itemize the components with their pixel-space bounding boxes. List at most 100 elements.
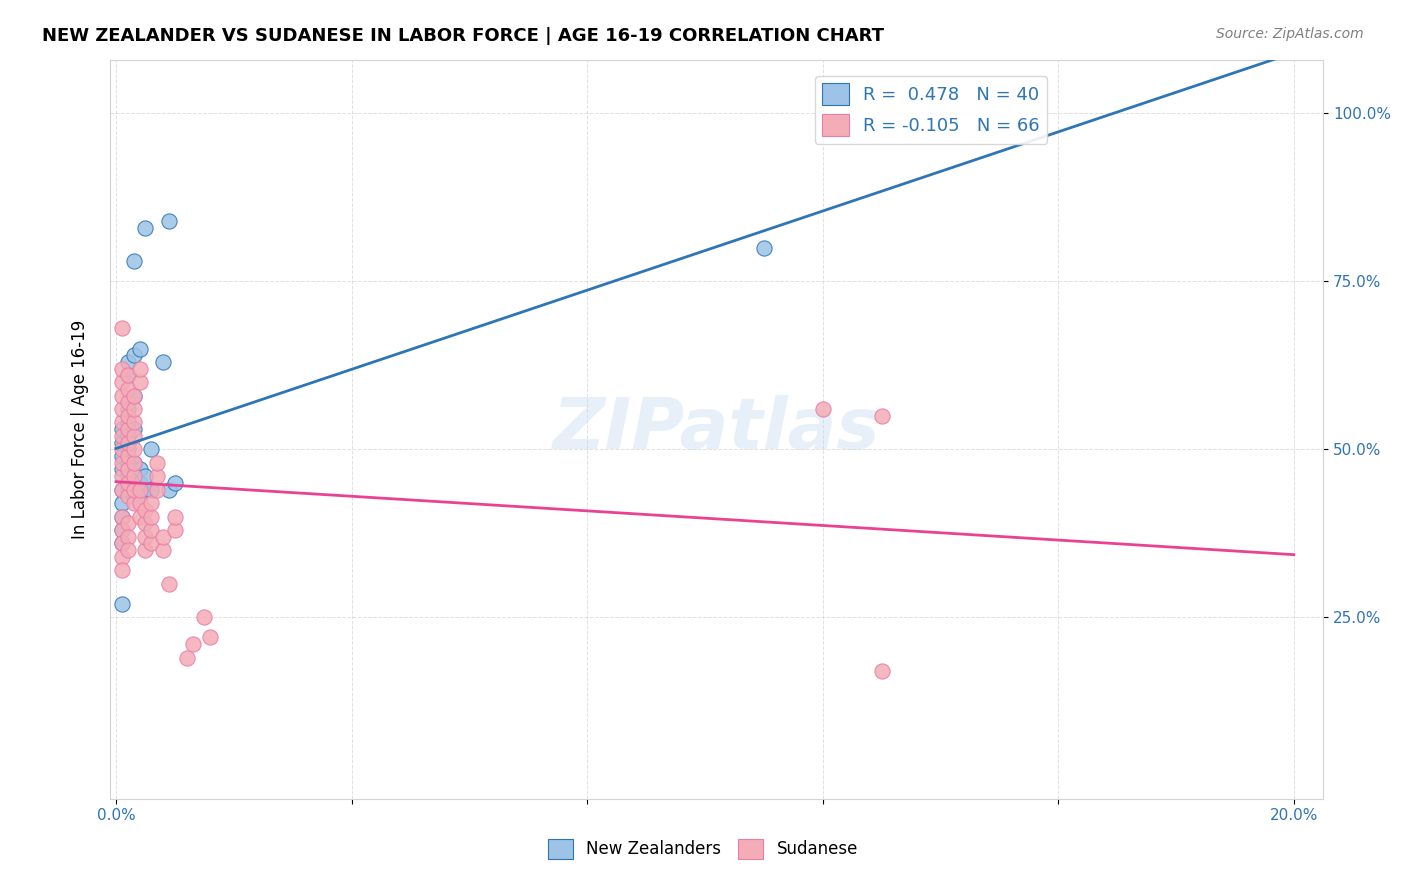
Point <box>111 456 134 470</box>
Point <box>122 469 145 483</box>
Y-axis label: In Labor Force | Age 16-19: In Labor Force | Age 16-19 <box>72 319 89 539</box>
Point <box>117 456 139 470</box>
Point <box>128 483 150 497</box>
Point <box>117 469 139 483</box>
Point <box>122 402 145 417</box>
Point <box>146 483 169 497</box>
Point <box>122 456 145 470</box>
Point <box>117 409 139 423</box>
Point <box>111 416 134 430</box>
Point <box>198 631 221 645</box>
Point <box>752 241 775 255</box>
Point <box>111 509 134 524</box>
Point <box>152 543 174 558</box>
Point <box>141 496 163 510</box>
Point <box>111 429 134 443</box>
Point <box>128 361 150 376</box>
Point <box>111 549 134 564</box>
Point <box>157 576 180 591</box>
Point <box>122 483 145 497</box>
Point <box>134 543 156 558</box>
Point <box>111 388 134 402</box>
Point <box>193 610 215 624</box>
Point <box>134 516 156 531</box>
Point <box>117 530 139 544</box>
Point <box>141 509 163 524</box>
Point <box>134 483 156 497</box>
Point <box>111 462 134 476</box>
Point <box>128 375 150 389</box>
Point <box>122 469 145 483</box>
Point <box>111 321 134 335</box>
Point <box>181 637 204 651</box>
Point <box>111 597 134 611</box>
Point <box>152 355 174 369</box>
Point <box>870 409 893 423</box>
Legend: R =  0.478   N = 40, R = -0.105   N = 66: R = 0.478 N = 40, R = -0.105 N = 66 <box>814 76 1047 144</box>
Point <box>117 422 139 436</box>
Point <box>117 489 139 503</box>
Point <box>111 536 134 550</box>
Point <box>111 483 134 497</box>
Point <box>117 462 139 476</box>
Point <box>117 355 139 369</box>
Point <box>117 382 139 396</box>
Point <box>128 475 150 490</box>
Point <box>134 220 156 235</box>
Point <box>111 402 134 417</box>
Point <box>141 523 163 537</box>
Point <box>111 509 134 524</box>
Point <box>146 456 169 470</box>
Point <box>163 509 186 524</box>
Point <box>122 456 145 470</box>
Point <box>122 416 145 430</box>
Point <box>122 442 145 457</box>
Point <box>111 375 134 389</box>
Point <box>111 442 134 457</box>
Point <box>111 523 134 537</box>
Point <box>157 214 180 228</box>
Point <box>117 442 139 457</box>
Point <box>117 416 139 430</box>
Point <box>128 509 150 524</box>
Point <box>134 503 156 517</box>
Point <box>117 402 139 417</box>
Point <box>141 536 163 550</box>
Point <box>122 388 145 402</box>
Point <box>111 496 134 510</box>
Point <box>122 348 145 362</box>
Point <box>117 449 139 463</box>
Point <box>141 442 163 457</box>
Point <box>117 429 139 443</box>
Point <box>122 429 145 443</box>
Point <box>163 523 186 537</box>
Point <box>128 489 150 503</box>
Point <box>811 402 834 417</box>
Point <box>176 650 198 665</box>
Point <box>128 496 150 510</box>
Point <box>111 483 134 497</box>
Point <box>128 342 150 356</box>
Point <box>163 475 186 490</box>
Point <box>111 361 134 376</box>
Text: ZIPatlas: ZIPatlas <box>553 394 880 464</box>
Point <box>146 469 169 483</box>
Point <box>117 475 139 490</box>
Point <box>117 516 139 531</box>
Point <box>117 395 139 409</box>
Point <box>117 435 139 450</box>
Point <box>870 664 893 678</box>
Text: NEW ZEALANDER VS SUDANESE IN LABOR FORCE | AGE 16-19 CORRELATION CHART: NEW ZEALANDER VS SUDANESE IN LABOR FORCE… <box>42 27 884 45</box>
Point <box>122 496 145 510</box>
Point <box>111 469 134 483</box>
Point <box>111 435 134 450</box>
Point <box>117 368 139 383</box>
Point <box>111 523 134 537</box>
Point <box>122 388 145 402</box>
Point <box>134 530 156 544</box>
Point <box>111 563 134 577</box>
Point <box>141 483 163 497</box>
Point <box>117 543 139 558</box>
Point <box>122 254 145 268</box>
Point <box>152 530 174 544</box>
